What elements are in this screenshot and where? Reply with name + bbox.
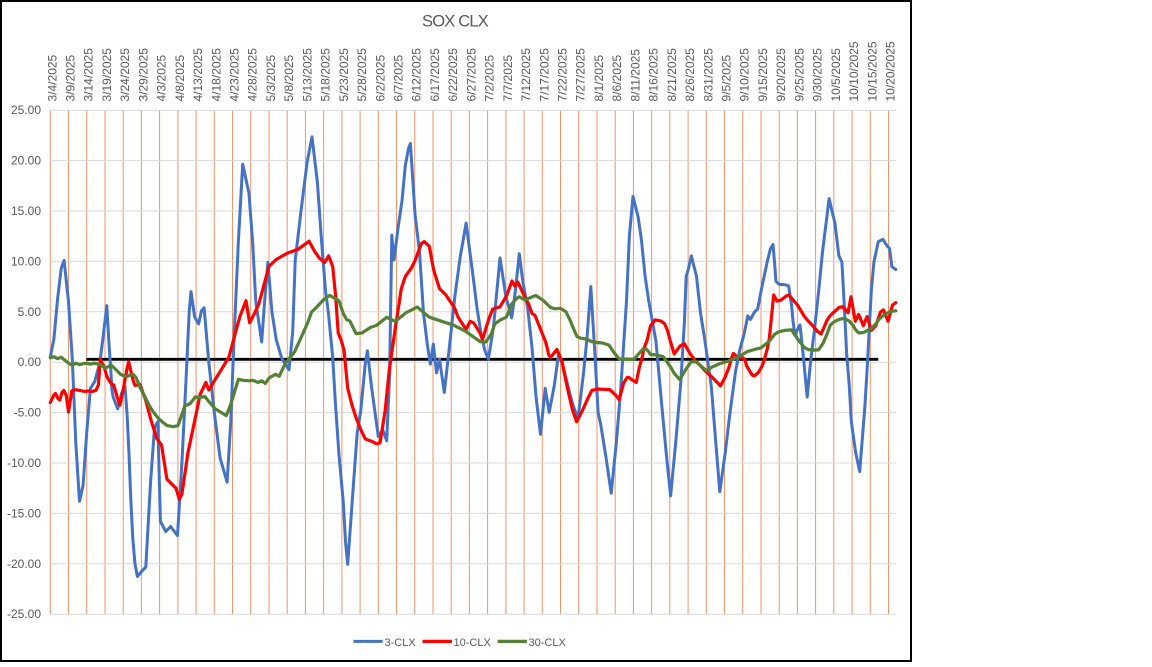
- svg-text:7/27/2025: 7/27/2025: [574, 48, 588, 102]
- svg-text:9/15/2025: 9/15/2025: [756, 48, 770, 102]
- svg-text:-25.00: -25.00: [7, 607, 41, 621]
- svg-text:8/6/2025: 8/6/2025: [610, 54, 624, 101]
- svg-text:15.00: 15.00: [11, 204, 41, 218]
- svg-text:-10.00: -10.00: [7, 456, 41, 470]
- svg-text:9/30/2025: 9/30/2025: [811, 48, 825, 102]
- svg-text:5/3/2025: 5/3/2025: [264, 54, 278, 101]
- svg-text:5/23/2025: 5/23/2025: [337, 48, 351, 102]
- svg-text:3-CLX: 3-CLX: [385, 637, 417, 649]
- svg-text:7/7/2025: 7/7/2025: [501, 54, 515, 101]
- svg-text:4/18/2025: 4/18/2025: [209, 48, 223, 102]
- svg-text:5/28/2025: 5/28/2025: [355, 48, 369, 102]
- svg-text:3/9/2025: 3/9/2025: [64, 54, 78, 101]
- svg-text:6/27/2025: 6/27/2025: [464, 48, 478, 102]
- svg-text:6/22/2025: 6/22/2025: [446, 48, 460, 102]
- svg-text:3/19/2025: 3/19/2025: [100, 48, 114, 102]
- svg-text:5.00: 5.00: [18, 305, 42, 319]
- svg-text:SOX CLX: SOX CLX: [422, 13, 489, 31]
- svg-text:4/28/2025: 4/28/2025: [246, 48, 260, 102]
- svg-text:3/29/2025: 3/29/2025: [136, 48, 150, 102]
- svg-text:-5.00: -5.00: [14, 406, 42, 420]
- svg-text:6/12/2025: 6/12/2025: [410, 48, 424, 102]
- svg-text:10/10/2025: 10/10/2025: [847, 41, 861, 101]
- svg-text:10/5/2025: 10/5/2025: [829, 48, 843, 102]
- svg-text:9/5/2025: 9/5/2025: [720, 54, 734, 101]
- svg-text:7/22/2025: 7/22/2025: [556, 48, 570, 102]
- svg-text:8/21/2025: 8/21/2025: [665, 48, 679, 102]
- svg-text:10/20/2025: 10/20/2025: [884, 41, 898, 101]
- svg-text:10-CLX: 10-CLX: [454, 637, 492, 649]
- svg-text:20.00: 20.00: [11, 154, 41, 168]
- svg-text:6/17/2025: 6/17/2025: [428, 48, 442, 102]
- svg-text:3/14/2025: 3/14/2025: [82, 48, 96, 102]
- svg-text:8/1/2025: 8/1/2025: [592, 54, 606, 101]
- svg-text:30-CLX: 30-CLX: [529, 637, 567, 649]
- svg-text:7/2/2025: 7/2/2025: [483, 54, 497, 101]
- svg-text:6/7/2025: 6/7/2025: [392, 54, 406, 101]
- svg-text:10.00: 10.00: [11, 254, 41, 268]
- svg-text:9/10/2025: 9/10/2025: [738, 48, 752, 102]
- svg-text:4/3/2025: 4/3/2025: [155, 54, 169, 101]
- svg-text:-15.00: -15.00: [7, 506, 41, 520]
- svg-text:25.00: 25.00: [11, 103, 41, 117]
- svg-text:5/8/2025: 5/8/2025: [282, 54, 296, 101]
- svg-text:8/11/2025: 8/11/2025: [628, 49, 642, 102]
- svg-text:7/17/2025: 7/17/2025: [537, 48, 551, 102]
- svg-text:3/24/2025: 3/24/2025: [118, 48, 132, 102]
- svg-text:6/2/2025: 6/2/2025: [373, 54, 387, 101]
- svg-text:8/31/2025: 8/31/2025: [701, 48, 715, 102]
- svg-text:8/26/2025: 8/26/2025: [683, 48, 697, 102]
- svg-text:-20.00: -20.00: [7, 557, 41, 571]
- svg-text:4/23/2025: 4/23/2025: [228, 48, 242, 102]
- svg-text:4/13/2025: 4/13/2025: [191, 48, 205, 102]
- svg-text:9/25/2025: 9/25/2025: [792, 48, 806, 102]
- svg-text:5/13/2025: 5/13/2025: [300, 48, 314, 102]
- svg-text:5/18/2025: 5/18/2025: [319, 48, 333, 102]
- svg-text:3/4/2025: 3/4/2025: [45, 54, 59, 101]
- svg-text:4/8/2025: 4/8/2025: [173, 54, 187, 101]
- svg-text:10/15/2025: 10/15/2025: [865, 41, 879, 101]
- svg-text:0.00: 0.00: [18, 355, 42, 369]
- svg-text:9/20/2025: 9/20/2025: [774, 48, 788, 102]
- svg-text:8/16/2025: 8/16/2025: [647, 48, 661, 102]
- svg-text:7/12/2025: 7/12/2025: [519, 48, 533, 102]
